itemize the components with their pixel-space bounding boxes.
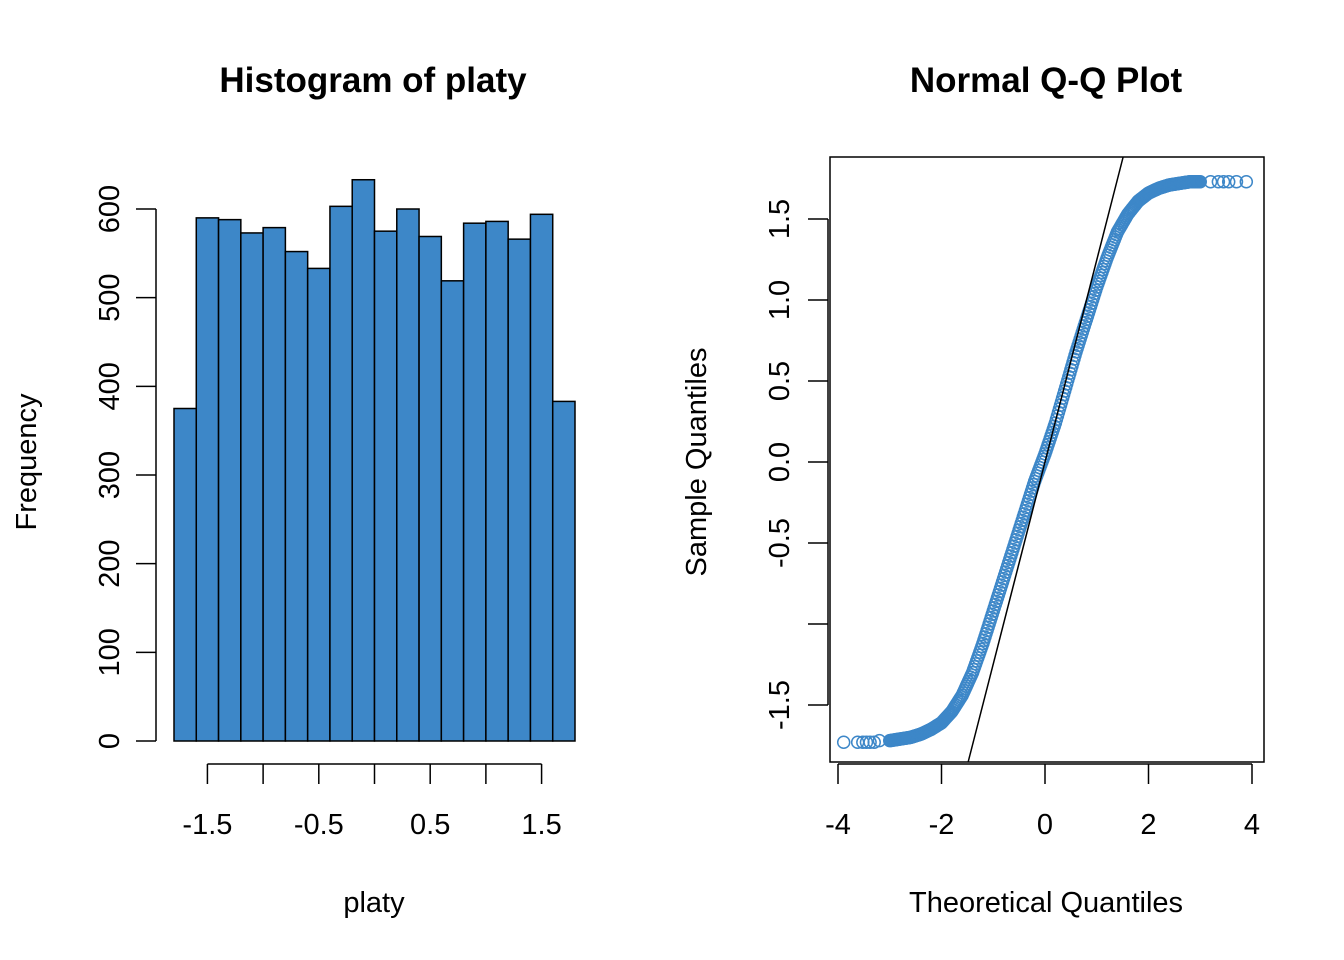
qq-y-label: Sample Quantiles (681, 348, 713, 577)
qq-point (867, 735, 881, 750)
histogram-x-tick-label: -0.5 (294, 809, 344, 841)
qq-x-tick-label: -4 (825, 809, 851, 841)
histogram-y-tick-label: 400 (94, 362, 126, 410)
qq-x-tick-label: -2 (929, 809, 955, 841)
histogram-bar (306, 267, 331, 742)
histogram-y-tick-label: 100 (94, 628, 126, 676)
qq-x-tick-label: 2 (1140, 809, 1156, 841)
histogram-x-axis: -1.5 -0.5 0.5 1.5 (182, 763, 562, 841)
histogram-bar (240, 232, 264, 742)
histogram-bar (195, 217, 220, 742)
qq-points (836, 174, 1254, 750)
histogram-y-tick-label: 500 (94, 273, 126, 321)
histogram-bar (529, 213, 554, 742)
histogram-bar (462, 222, 487, 742)
histogram-bar (440, 280, 465, 742)
qq-title: Normal Q-Q Plot (910, 61, 1183, 100)
qq-point (863, 735, 877, 750)
histogram-x-tick-label: -1.5 (182, 809, 232, 841)
histogram-bar (373, 230, 398, 742)
qq-x-label: Theoretical Quantiles (909, 887, 1183, 919)
qq-point (836, 735, 851, 750)
histogram-x-tick-label: 0.5 (410, 809, 450, 841)
histogram-panel: Histogram of platy -1.5 -0.5 0.5 1.5 0 100 20… (11, 61, 576, 919)
histogram-y-tick-label: 0 (94, 733, 126, 749)
qq-x-tick-label: 0 (1037, 809, 1053, 841)
histogram-y-label: Frequency (11, 393, 43, 531)
qq-y-tick-label: 0.5 (764, 361, 796, 401)
qq-panel: Normal Q-Q Plot -4 -2 0 2 4 -1.5 -0.5 0.0 0.5 1.… (681, 61, 1265, 919)
qq-point (1193, 174, 1207, 189)
histogram-x-tick-label: 1.5 (521, 809, 561, 841)
histogram-bar (551, 400, 576, 742)
histogram-bar (396, 208, 420, 742)
qq-y-tick-label: 1.5 (764, 199, 796, 239)
qq-point (1203, 174, 1218, 189)
qq-point (1221, 174, 1236, 189)
histogram-bar (351, 178, 376, 742)
histogram-y-axis: 0 100 200 300 400 500 600 (94, 185, 157, 749)
histogram-bar (507, 238, 532, 742)
qq-x-tick-label: 4 (1244, 809, 1260, 841)
qq-y-tick-label: -1.5 (764, 680, 796, 730)
histogram-title: Histogram of platy (219, 61, 527, 100)
histogram-y-tick-label: 600 (94, 185, 126, 233)
qq-y-tick-label: -0.5 (764, 518, 796, 568)
histogram-bar (418, 235, 443, 742)
histogram-bars (173, 178, 576, 742)
histogram-bar (262, 226, 287, 742)
histogram-bar (485, 220, 509, 742)
histogram-bar (217, 218, 242, 742)
qq-point (859, 735, 874, 750)
histogram-y-tick-label: 300 (94, 451, 126, 499)
histogram-y-tick-label: 200 (94, 539, 126, 587)
histogram-x-label: platy (343, 887, 405, 919)
qq-reference-line (967, 156, 1124, 763)
qq-plot-frame (829, 156, 1265, 763)
histogram-bar (284, 250, 309, 742)
histogram-bar (329, 205, 353, 742)
qq-y-axis: -1.5 -0.5 0.0 0.5 1.0 1.5 (764, 199, 829, 730)
qq-point (1216, 174, 1231, 189)
qq-reference-line-group (967, 156, 1124, 763)
qq-point (1239, 174, 1254, 189)
qq-point (1229, 174, 1244, 189)
histogram-bar (173, 407, 198, 742)
qq-y-tick-label: 1.0 (764, 280, 796, 320)
qq-y-tick-label: 0.0 (764, 442, 796, 482)
qq-point (1211, 174, 1226, 189)
qq-x-axis: -4 -2 0 2 4 (825, 763, 1260, 841)
